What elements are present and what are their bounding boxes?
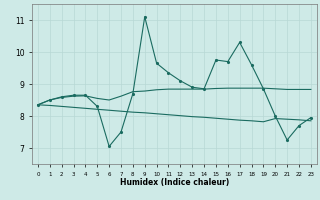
X-axis label: Humidex (Indice chaleur): Humidex (Indice chaleur): [120, 178, 229, 187]
